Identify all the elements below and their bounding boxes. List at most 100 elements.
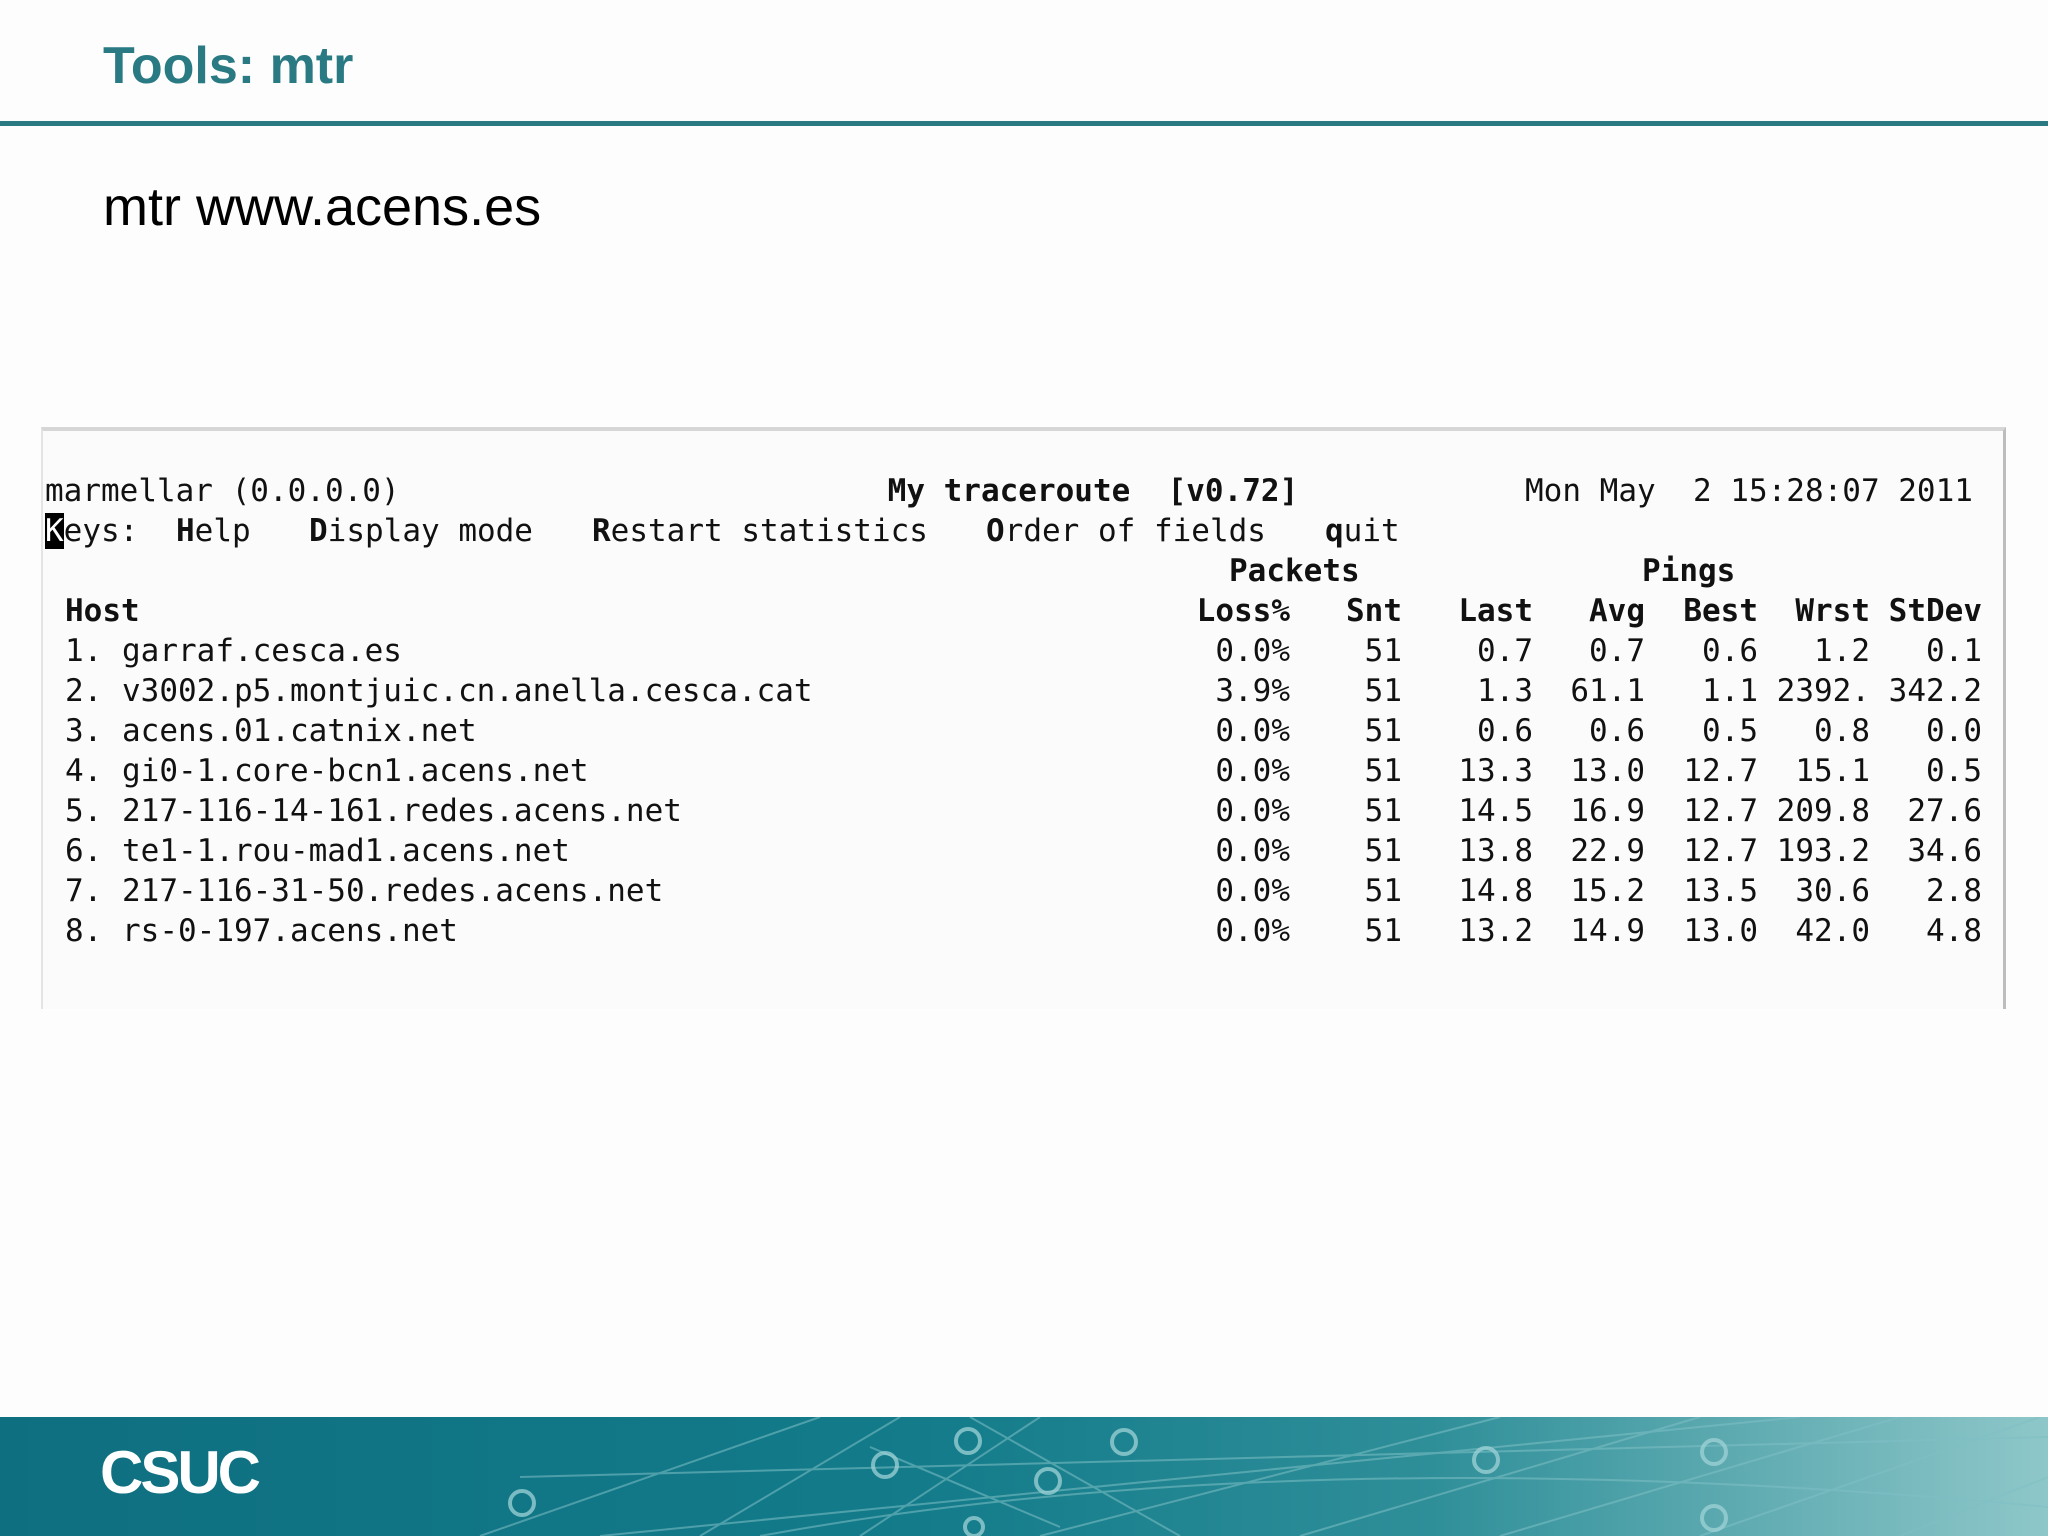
hop-number: 5. [65, 793, 103, 829]
terminal-cursor: K [45, 513, 64, 549]
hop-last: 14.8 [1458, 873, 1533, 909]
terminal-screenshot: My traceroute [v0.72] marmellar (0.0.0.0… [41, 427, 2006, 1009]
col-loss: Loss% [1196, 593, 1290, 629]
hop-best: 0.5 [1702, 713, 1758, 749]
hop-loss: 0.0% [1215, 833, 1290, 869]
hop-snt: 51 [1364, 873, 1402, 909]
csuc-logo-mark: CSUC [100, 1439, 263, 1506]
hop-stdev: 34.6 [1907, 833, 1982, 869]
col-wrst: Wrst [1795, 593, 1870, 629]
command-text: mtr www.acens.es [103, 177, 542, 237]
hop-avg: 14.9 [1570, 913, 1645, 949]
hop-snt: 51 [1364, 673, 1402, 709]
terminal-datetime: Mon May 2 15:28:07 2011 [1525, 473, 1973, 509]
hop-row: 8. rs-0-197.acens.net 0.0% 51 13.2 14.9 13.0 42… [45, 911, 1985, 951]
slide-title: Tools: mtr [103, 37, 354, 95]
hop-snt: 51 [1364, 833, 1402, 869]
hop-wrst: 15.1 [1795, 753, 1870, 789]
hop-avg: 0.7 [1589, 633, 1645, 669]
csuc-logo: CSUC [100, 1437, 270, 1512]
hop-wrst: 209.8 [1776, 793, 1870, 829]
hop-avg: 0.6 [1589, 713, 1645, 749]
hop-host: gi0-1.core-bcn1.acens.net [122, 753, 589, 789]
hop-row: 5. 217-116-14-161.redes.acens.net 0.0% 51 14… [45, 791, 1985, 831]
col-best: Best [1683, 593, 1758, 629]
hop-best: 1.1 [1702, 673, 1758, 709]
key-display-mode[interactable]: Display mode [309, 513, 533, 549]
hop-row: 3. acens.01.catnix.net 0.0% 51 0.6 0.6 0.5 0.8 0… [45, 711, 1985, 751]
hop-avg: 13.0 [1570, 753, 1645, 789]
hop-host: v3002.p5.montjuic.cn.anella.cesca.cat [122, 673, 813, 709]
hop-snt: 51 [1364, 913, 1402, 949]
hop-stdev: 342.2 [1888, 673, 1982, 709]
hop-best: 12.7 [1683, 833, 1758, 869]
hop-best: 12.7 [1683, 793, 1758, 829]
key-order-of-fields[interactable]: Order of fields [986, 513, 1266, 549]
hop-wrst: 42.0 [1795, 913, 1870, 949]
hop-wrst: 193.2 [1776, 833, 1870, 869]
network-pattern [479, 1417, 2048, 1536]
hop-host: 217-116-14-161.redes.acens.net [122, 793, 682, 829]
hop-last: 1.3 [1477, 673, 1533, 709]
hop-loss: 0.0% [1215, 793, 1290, 829]
terminal-hostname: marmellar (0.0.0.0) [45, 473, 400, 509]
hop-stdev: 0.0 [1926, 713, 1982, 749]
hop-row: 7. 217-116-31-50.redes.acens.net 0.0% 51 14.… [45, 871, 1985, 911]
key-restart-statistics[interactable]: Restart statistics [592, 513, 928, 549]
hop-snt: 51 [1364, 753, 1402, 789]
hop-wrst: 0.8 [1814, 713, 1870, 749]
hop-row: 6. te1-1.rou-mad1.acens.net 0.0% 51 13.8 22.9… [45, 831, 1985, 871]
hop-best: 12.7 [1683, 753, 1758, 789]
hop-stdev: 27.6 [1907, 793, 1982, 829]
hop-snt: 51 [1364, 633, 1402, 669]
col-avg: Avg [1589, 593, 1645, 629]
hop-number: 8. [65, 913, 103, 949]
hop-last: 0.6 [1477, 713, 1533, 749]
hop-host: rs-0-197.acens.net [122, 913, 458, 949]
hop-host: garraf.cesca.es [122, 633, 402, 669]
col-host: Host [65, 593, 140, 629]
hop-number: 2. [65, 673, 103, 709]
hop-avg: 16.9 [1570, 793, 1645, 829]
hop-best: 13.5 [1683, 873, 1758, 909]
hop-snt: 51 [1364, 793, 1402, 829]
footer-banner: CSUC [0, 1417, 2048, 1536]
hop-number: 1. [65, 633, 103, 669]
title-divider [0, 121, 2048, 126]
terminal-title-text: My traceroute [v0.72] [887, 473, 1299, 509]
col-snt: Snt [1346, 593, 1402, 629]
hop-last: 13.2 [1458, 913, 1533, 949]
hop-snt: 51 [1364, 713, 1402, 749]
hop-loss: 0.0% [1215, 753, 1290, 789]
hop-last: 13.8 [1458, 833, 1533, 869]
hop-last: 0.7 [1477, 633, 1533, 669]
hop-number: 3. [65, 713, 103, 749]
col-last: Last [1458, 593, 1533, 629]
hop-avg: 15.2 [1570, 873, 1645, 909]
hop-row: 1. garraf.cesca.es 0.0% 51 0.7 0.7 0.6 1.2 0.1 [45, 631, 1985, 671]
csuc-logo-text: CSUC [100, 1439, 260, 1506]
hop-host: 217-116-31-50.redes.acens.net [122, 873, 664, 909]
hop-host: acens.01.catnix.net [122, 713, 477, 749]
group-headers: Packets Pings [45, 551, 1945, 591]
hop-avg: 61.1 [1570, 673, 1645, 709]
hop-last: 13.3 [1458, 753, 1533, 789]
hop-loss: 0.0% [1215, 713, 1290, 749]
hop-stdev: 0.1 [1926, 633, 1982, 669]
hop-number: 6. [65, 833, 103, 869]
col-stdev: StDev [1888, 593, 1982, 629]
keys-bar: Keys: Help Display mode Restart statisti… [45, 511, 1945, 551]
hop-wrst: 30.6 [1795, 873, 1870, 909]
hop-stdev: 0.5 [1926, 753, 1982, 789]
hop-number: 7. [65, 873, 103, 909]
key-help[interactable]: Help [176, 513, 251, 549]
group-pings: Pings [1642, 553, 1736, 589]
terminal-title: My traceroute [v0.72] [813, 431, 1299, 509]
hop-row: 4. gi0-1.core-bcn1.acens.net 0.0% 51 13.3 13.… [45, 751, 1985, 791]
hop-loss: 0.0% [1215, 633, 1290, 669]
key-quit[interactable]: quit [1325, 513, 1400, 549]
hop-loss: 0.0% [1215, 873, 1290, 909]
hop-last: 14.5 [1458, 793, 1533, 829]
hop-wrst: 1.2 [1814, 633, 1870, 669]
hop-best: 0.6 [1702, 633, 1758, 669]
